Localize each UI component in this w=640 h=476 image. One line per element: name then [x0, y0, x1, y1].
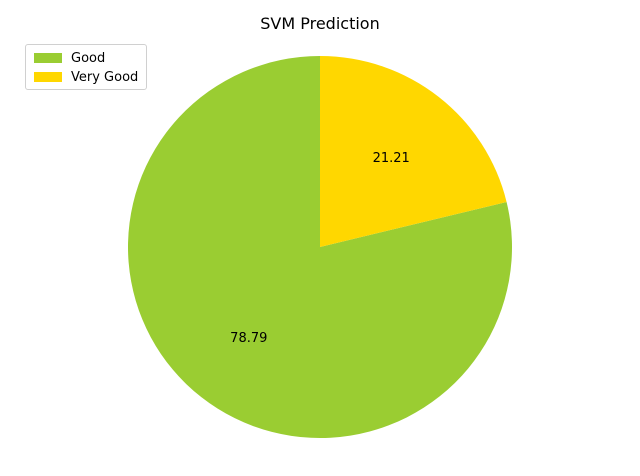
pie-labels: 78.79 21.21: [230, 151, 410, 346]
slice-very-good: [320, 56, 507, 247]
legend-label-good: Good: [71, 50, 106, 66]
slice-good: [128, 56, 512, 439]
pie-slices: [128, 56, 512, 439]
legend: Good Very Good: [25, 44, 147, 90]
legend-swatch-very-good: [34, 72, 62, 82]
data-label-good: 78.79: [230, 331, 267, 346]
chart-title: SVM Prediction: [260, 14, 379, 33]
legend-label-very-good: Very Good: [71, 69, 139, 85]
data-label-very-good: 21.21: [373, 151, 410, 166]
legend-item-very-good: Very Good: [34, 69, 138, 85]
legend-swatch-good: [34, 53, 62, 63]
legend-item-good: Good: [34, 50, 105, 66]
